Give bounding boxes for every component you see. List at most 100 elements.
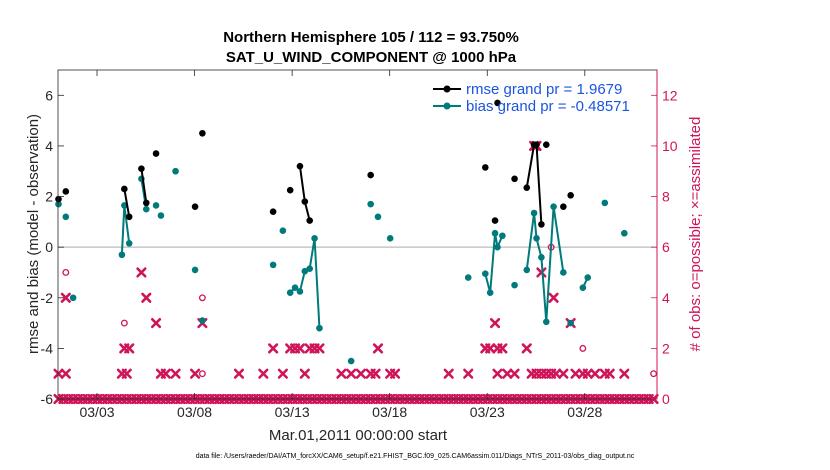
obs-possible-marker [579,344,587,352]
bias-point [269,261,277,269]
rmse-point [191,203,199,210]
obs-assimilated-marker [355,368,367,379]
obs-assimilated-marker [136,267,147,278]
y2-tick-label: 10 [662,138,678,154]
obs-assimilated-marker [509,368,520,379]
obs-assimilated-marker [294,343,306,354]
obs-assimilated-marker [582,368,593,379]
y2-tick-label: 0 [662,391,670,407]
rmse-point [125,213,133,221]
x-tick-label: 03/18 [372,404,407,420]
bias-point [621,229,628,237]
bias-point [301,267,309,275]
bias-point [550,203,557,210]
obs-assimilated-marker [233,368,245,379]
obs-assimilated-marker [268,343,279,354]
bias-point [347,357,355,365]
rmse-point [560,203,567,210]
chart-subtitle: SAT_U_WIND_COMPONENT @ 1000 hPa [226,49,517,66]
bias-point [481,270,489,278]
obs-assimilated-marker [589,368,601,379]
x-tick-label: 03/13 [275,404,310,420]
plot-area [58,70,657,399]
bias-point [296,288,304,295]
obs-possible-marker [62,269,70,276]
obs-assimilated-marker [160,368,171,379]
bias-point [386,234,394,242]
plot-layer [53,99,659,405]
rmse-point [538,221,545,228]
obs-assimilated-marker [258,368,269,379]
rmse-point [286,186,294,194]
bias-point [491,229,499,237]
bias-point [199,317,206,324]
bias-point [494,243,501,251]
obs-assimilated-marker [299,368,310,379]
bias-point [191,266,199,274]
obs-assimilated-marker [550,368,562,379]
obs-assimilated-marker [389,368,401,379]
x-tick-label: 03/28 [567,404,602,420]
bias-point [374,213,382,221]
obs-possible-marker [120,319,128,327]
obs-assimilated-marker [60,368,71,379]
bias-point [55,200,62,208]
rmse-point [533,141,540,148]
obs-assimilated-marker [141,292,152,303]
obs-possible-marker [650,370,658,378]
obs-assimilated-marker [121,368,132,379]
footnote: data file: /Users/raeder/DAI/ATM_forcXX/… [196,453,635,460]
obs-assimilated-marker [604,368,615,379]
bias-point [538,253,545,261]
obs-assimilated-marker [314,343,325,354]
bias-point [584,274,592,281]
bias-point [567,319,574,327]
y2-tick-label: 12 [662,87,678,103]
obs-assimilated-marker [170,368,181,379]
rmse-point [296,162,304,170]
obs-possible-marker [198,370,206,378]
legend-rmse-marker [443,85,451,93]
bias-point [511,281,518,289]
y2-tick-label: 4 [662,290,670,306]
rmse-point [306,217,313,224]
bias-point [601,199,609,207]
obs-assimilated-marker [521,343,532,354]
bias-point [316,324,323,332]
bias-point [62,213,70,221]
obs-assimilated-marker [619,368,630,379]
bias-point [172,167,179,175]
bias-point [464,274,472,281]
y2-tick-label: 6 [662,239,670,255]
bias-point [69,294,77,302]
obs-assimilated-marker [502,368,513,379]
rmse-line [140,168,148,204]
bias-point [530,209,538,217]
rmse-line [123,188,131,217]
obs-assimilated-marker [489,317,501,329]
bias-point [306,265,313,272]
obs-assimilated-marker [570,368,581,379]
obs-possible-marker [198,294,206,302]
y-tick-label: -6 [41,391,54,407]
rmse-point [301,198,309,205]
rmse-point [511,175,518,183]
y-tick-label: 6 [45,87,53,103]
bias-point [367,200,374,208]
y-tick-label: 4 [45,138,53,154]
bias-point [157,212,165,219]
rmse-point [121,185,128,193]
y2-tick-label: 2 [662,340,670,356]
legend-bias-marker [443,102,451,110]
obs-assimilated-marker [370,368,381,379]
obs-assimilated-marker [53,368,64,379]
bias-point [291,284,299,291]
rmse-point [269,208,277,216]
bias-point [311,234,318,242]
bias-point [523,266,531,274]
y-tick-label: 2 [45,189,53,205]
bias-point [125,240,133,247]
obs-assimilated-marker [536,267,547,278]
x-tick-label: 03/08 [177,404,212,420]
